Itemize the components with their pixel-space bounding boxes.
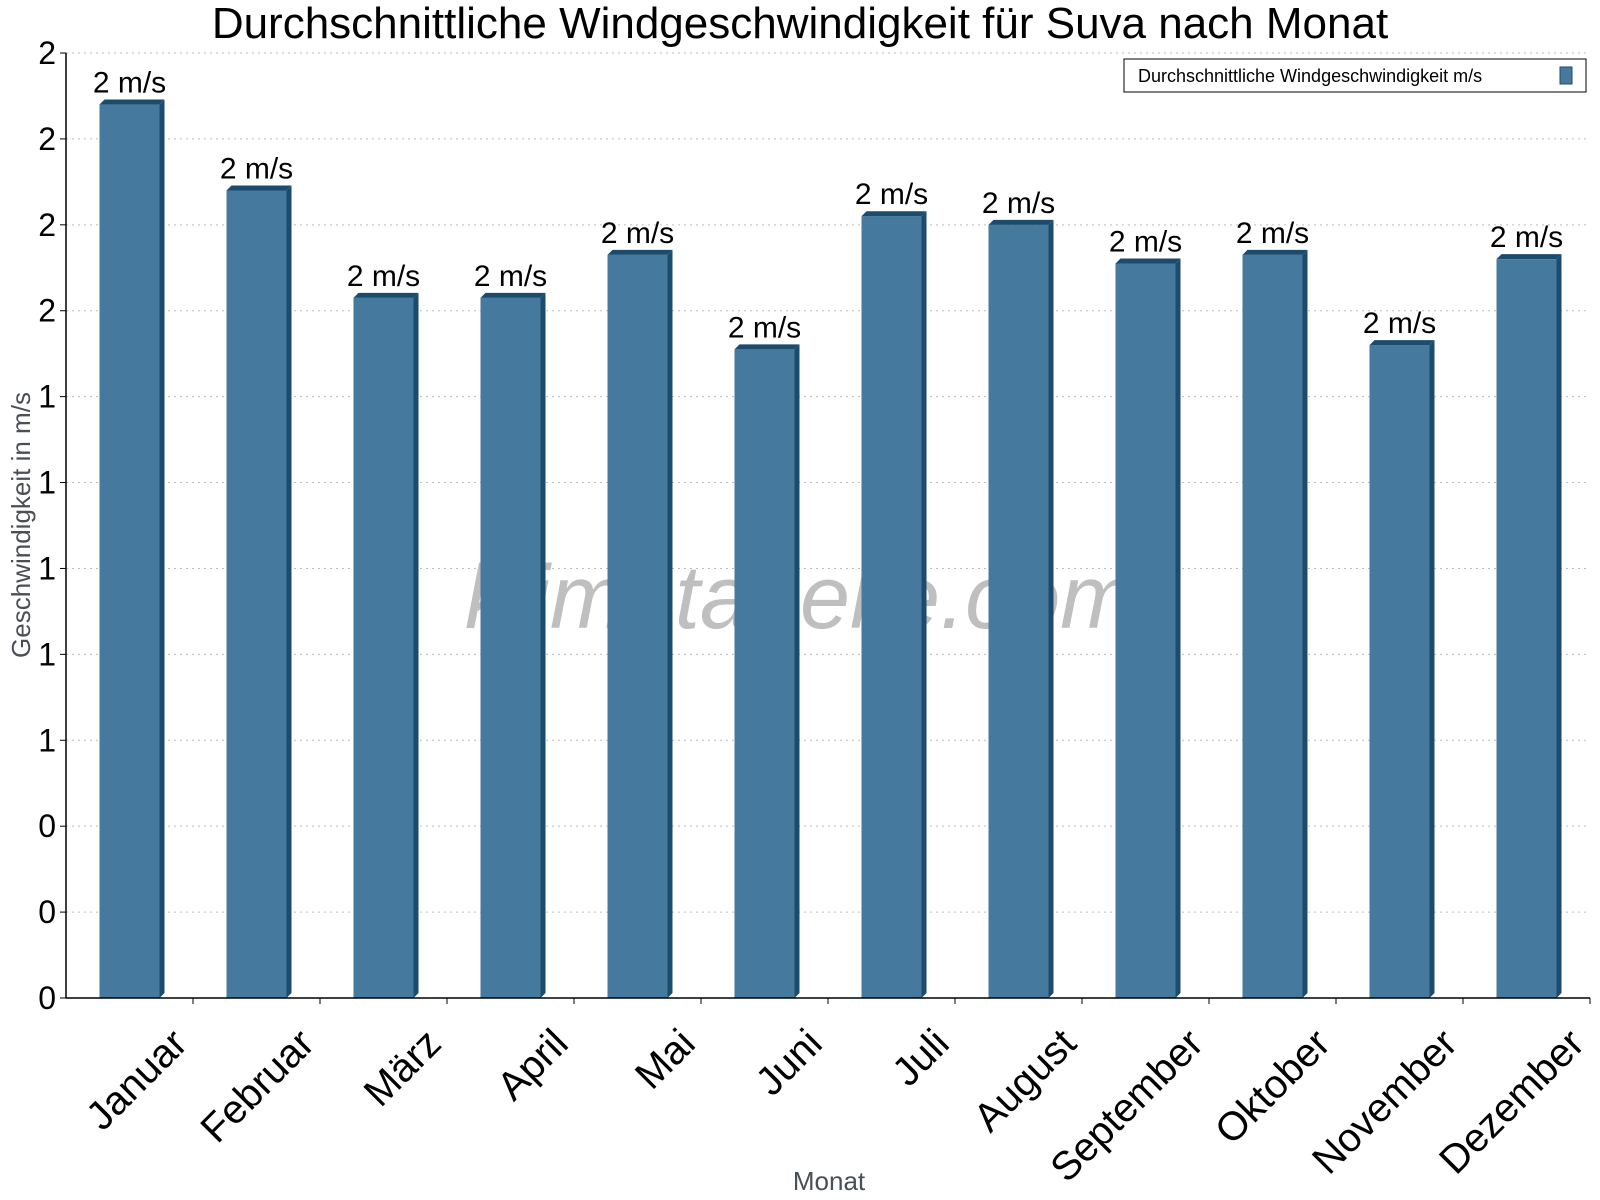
data-label: 2 m/s [1490,221,1563,254]
bar-side [1429,340,1435,998]
y-tick-label: 1 [38,722,56,758]
y-axis-ticks: 0 0 0 1 1 1 1 1 2 2 2 2 [38,35,66,1016]
y-tick-label: 1 [38,550,56,586]
bar [1115,258,1181,998]
x-tick-label: Juli [884,1021,958,1095]
bar-top [1369,340,1435,346]
bar-top [1496,254,1562,260]
bar-side [921,211,927,998]
bar-front [1496,259,1557,998]
bar [607,249,673,999]
bar-top [861,211,927,217]
bar-side [1048,219,1054,998]
bar-front [1115,263,1176,998]
y-tick-label: 2 [38,207,56,243]
x-tick-label: August [965,1021,1084,1140]
y-tick-label: 1 [38,465,56,501]
bar [99,99,165,998]
data-label: 2 m/s [728,311,801,344]
bar-front [1242,254,1303,999]
y-tick-label: 1 [38,379,56,415]
bar [480,292,546,998]
legend: Durchschnittliche Windgeschwindigkeit m/… [1123,58,1587,93]
bar-side [1556,254,1562,998]
axes [65,53,1590,999]
x-tick-label: März [356,1021,450,1115]
bar-top [226,185,292,191]
bar-front [99,104,160,998]
bar [1242,249,1308,999]
legend-label: Durchschnittliche Windgeschwindigkeit m/… [1138,66,1482,86]
bar-front [988,224,1049,998]
data-label: 2 m/s [93,67,166,100]
bar-side [1175,258,1181,998]
data-label: 2 m/s [982,187,1055,220]
bar-front [480,297,541,998]
x-tick-label: April [489,1021,577,1109]
bar-front [734,349,795,998]
bar-top [607,249,673,255]
legend-box [1123,58,1587,93]
y-tick-label: 2 [38,121,56,157]
data-label: 2 m/s [1363,307,1436,340]
bar-top [99,99,165,105]
y-tick-label: 0 [38,894,56,930]
bar-top [480,292,546,298]
bars: 2 m/s 2 m/s 2 m/s 2 m/s 2 m/s 2 m/s 2 m/s 2 m/s… [93,67,1563,999]
y-tick-label: 2 [38,293,56,329]
y-tick-label: 2 [38,35,56,71]
bar-side [159,99,165,998]
bar-front [226,190,287,999]
bar-top [353,292,419,298]
bar [1496,254,1562,998]
data-label: 2 m/s [855,178,928,211]
bar-side [667,249,673,999]
bar-side [413,292,419,998]
x-tick-label: Mai [627,1021,704,1098]
data-label: 2 m/s [1236,217,1309,250]
x-axis-title: Monat [793,1166,866,1196]
data-label: 2 m/s [474,260,547,293]
x-tick-label: Juni [748,1021,831,1104]
x-tick-label: Oktober [1207,1021,1339,1153]
gridlines [66,52,1590,913]
bar-side [794,344,800,998]
bar-top [1115,258,1181,264]
data-label: 2 m/s [1109,225,1182,258]
y-tick-label: 0 [38,980,56,1016]
bar-top [988,219,1054,225]
y-tick-label: 1 [38,636,56,672]
x-tick-label: Februar [193,1021,323,1151]
bar-front [353,297,414,998]
bar-side [286,185,292,999]
bar-top [734,344,800,350]
bar [861,211,927,998]
data-label: 2 m/s [220,152,293,185]
y-tick-label: 0 [38,808,56,844]
legend-swatch [1559,66,1573,85]
bar [1369,340,1435,998]
bar [226,185,292,999]
bar [988,219,1054,998]
data-label: 2 m/s [347,260,420,293]
bar-front [607,254,668,999]
bar [353,292,419,998]
bar [734,344,800,998]
chart-title: Durchschnittliche Windgeschwindigkeit fü… [212,0,1388,48]
y-axis-title: Geschwindigkeit in m/s [6,392,36,658]
bar-front [1369,345,1430,998]
bar-top [1242,249,1308,255]
data-label: 2 m/s [601,217,674,250]
x-tick-label: Januar [78,1021,196,1139]
bar-side [1302,249,1308,999]
bar-side [540,292,546,998]
bar-front [861,216,922,998]
